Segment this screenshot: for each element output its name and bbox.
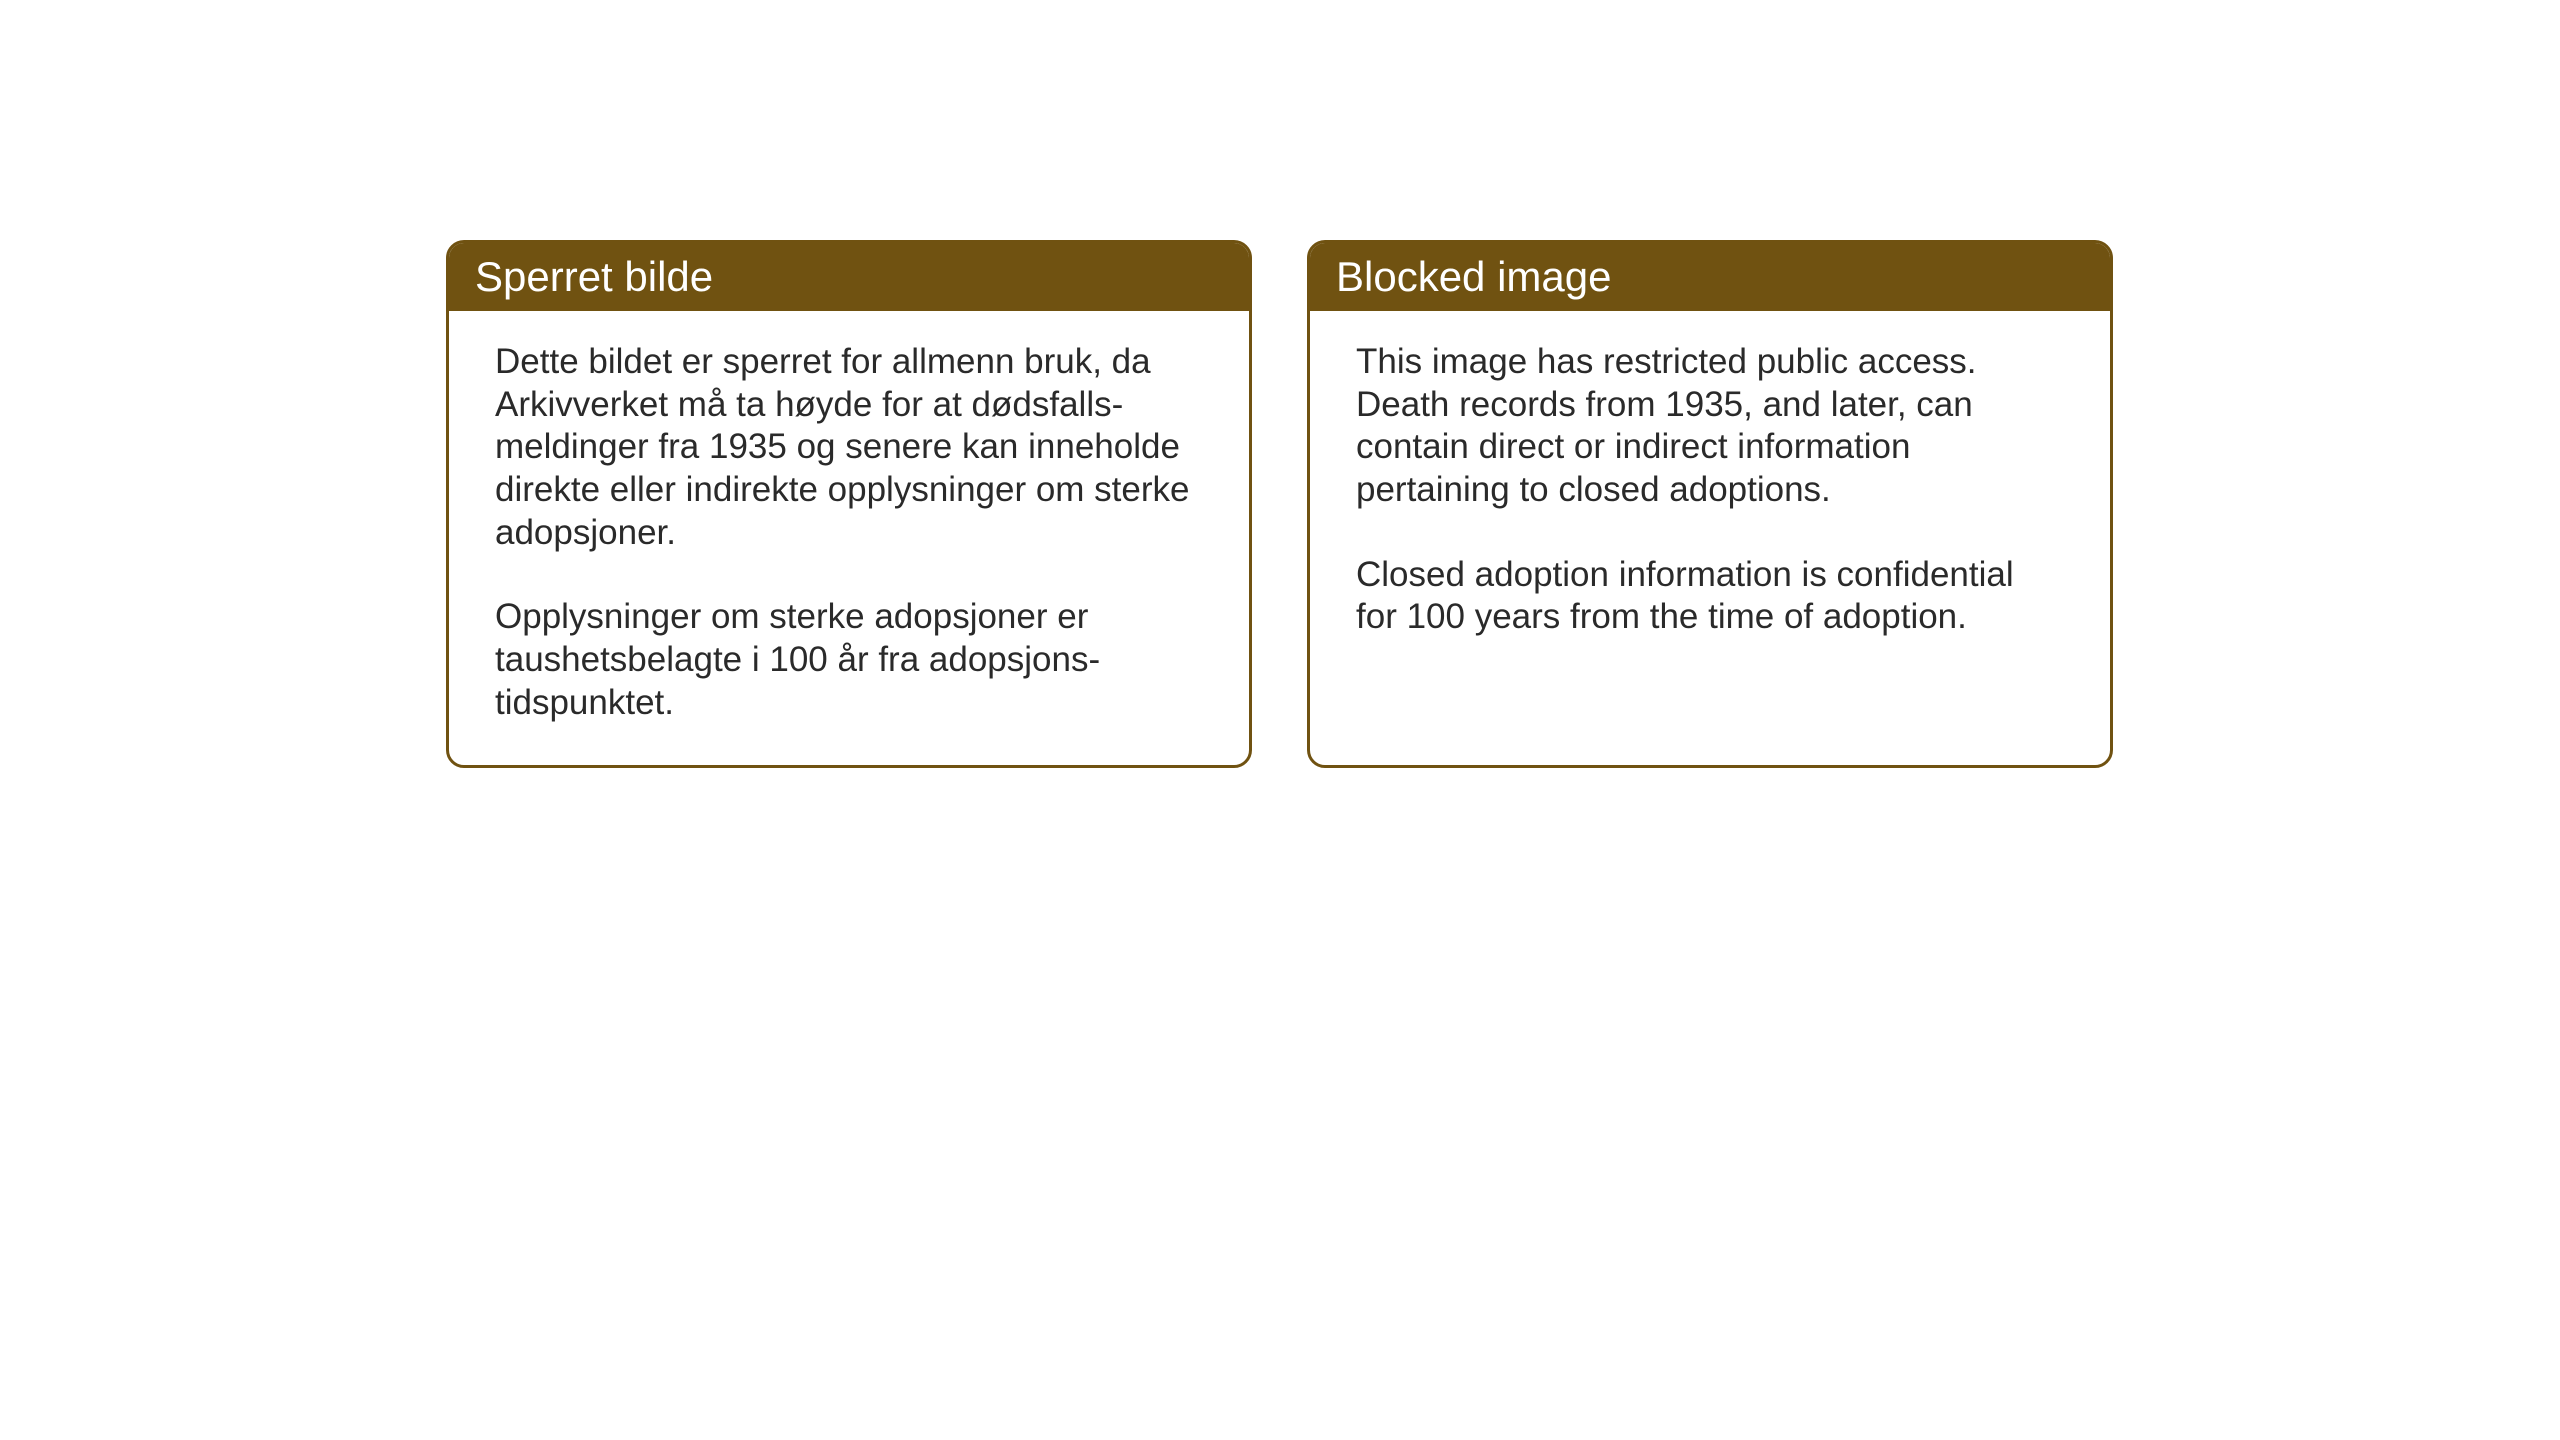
card-paragraph: Dette bildet er sperret for allmenn bruk… — [495, 341, 1203, 554]
card-paragraph: This image has restricted public access.… — [1356, 341, 2064, 512]
card-paragraph: Opplysninger om sterke adopsjoner er tau… — [495, 596, 1203, 724]
card-body-english: This image has restricted public access.… — [1310, 311, 2110, 741]
card-paragraph: Closed adoption information is confident… — [1356, 554, 2064, 639]
card-english: Blocked image This image has restricted … — [1307, 240, 2113, 768]
card-norwegian: Sperret bilde Dette bildet er sperret fo… — [446, 240, 1252, 768]
card-title-english: Blocked image — [1336, 253, 1611, 300]
card-header-english: Blocked image — [1310, 243, 2110, 311]
card-header-norwegian: Sperret bilde — [449, 243, 1249, 311]
cards-container: Sperret bilde Dette bildet er sperret fo… — [446, 240, 2113, 768]
card-body-norwegian: Dette bildet er sperret for allmenn bruk… — [449, 311, 1249, 765]
card-title-norwegian: Sperret bilde — [475, 253, 713, 300]
